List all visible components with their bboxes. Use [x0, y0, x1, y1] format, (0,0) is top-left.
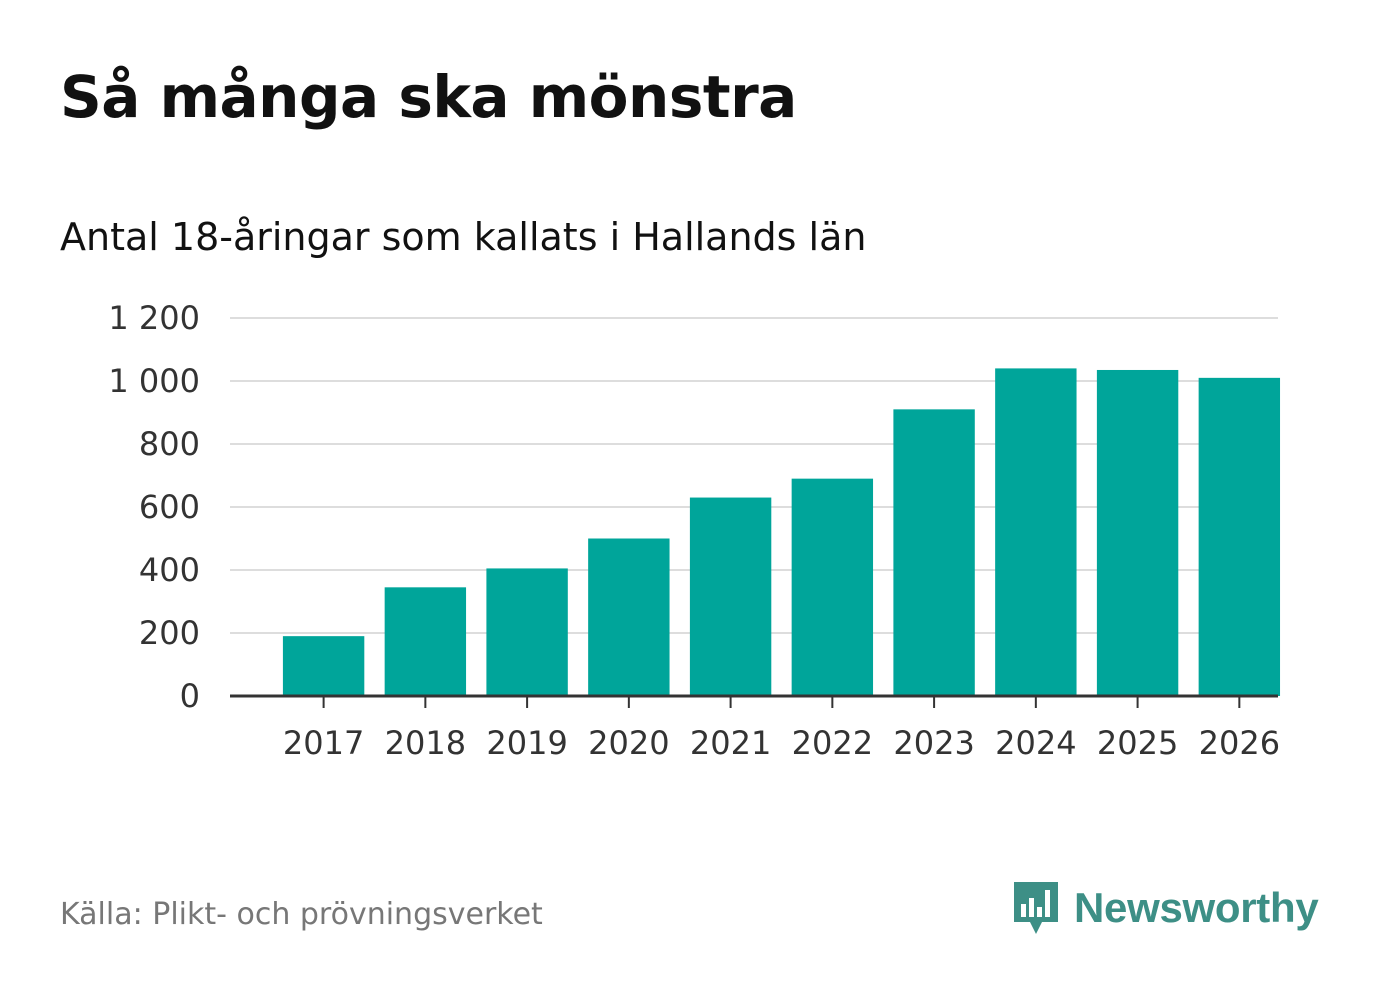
axes: 0 200 400 600 800 1 000 1 200 2017 2018 2019 2020 2… — [108, 299, 1280, 762]
bars — [282, 368, 1281, 696]
bar-2019 — [486, 568, 568, 696]
bar-2024 — [995, 368, 1077, 696]
source-note: Källa: Plikt- och prövningsverket — [60, 897, 543, 932]
x-tick-label: 2017 — [283, 724, 364, 762]
bar-2020 — [588, 538, 670, 696]
newsworthy-logo-icon — [1014, 882, 1058, 934]
x-tick-label: 2022 — [792, 724, 873, 762]
x-tick-label: 2026 — [1199, 724, 1280, 762]
bar-2025 — [1096, 369, 1179, 696]
bar-2023 — [893, 409, 975, 696]
chart-title: Så många ska mönstra — [60, 63, 797, 131]
x-tick-label: 2019 — [486, 724, 567, 762]
x-tick-label: 2021 — [690, 724, 771, 762]
bar-2018 — [384, 587, 467, 696]
y-tick-label: 1 000 — [108, 362, 200, 400]
y-tick-label: 800 — [139, 425, 200, 463]
chart-subtitle: Antal 18-åringar som kallats i Hallands … — [60, 215, 867, 259]
x-tick-label: 2018 — [385, 724, 466, 762]
brand-logo: Newsworthy — [1010, 878, 1319, 938]
x-tick-label: 2023 — [893, 724, 974, 762]
bar-2017 — [282, 636, 365, 696]
x-tick-label: 2024 — [995, 724, 1076, 762]
y-tick-label: 400 — [139, 551, 200, 589]
x-tick-label: 2020 — [588, 724, 669, 762]
bar-2021 — [689, 497, 772, 696]
brand-name: Newsworthy — [1074, 884, 1319, 931]
bar-2026 — [1198, 377, 1281, 696]
y-tick-label: 600 — [139, 488, 200, 526]
y-tick-label: 200 — [139, 614, 200, 652]
x-tick-label: 2025 — [1097, 724, 1178, 762]
y-tick-label: 0 — [180, 677, 200, 715]
y-tick-label: 1 200 — [108, 299, 200, 337]
bar-2022 — [791, 478, 874, 696]
